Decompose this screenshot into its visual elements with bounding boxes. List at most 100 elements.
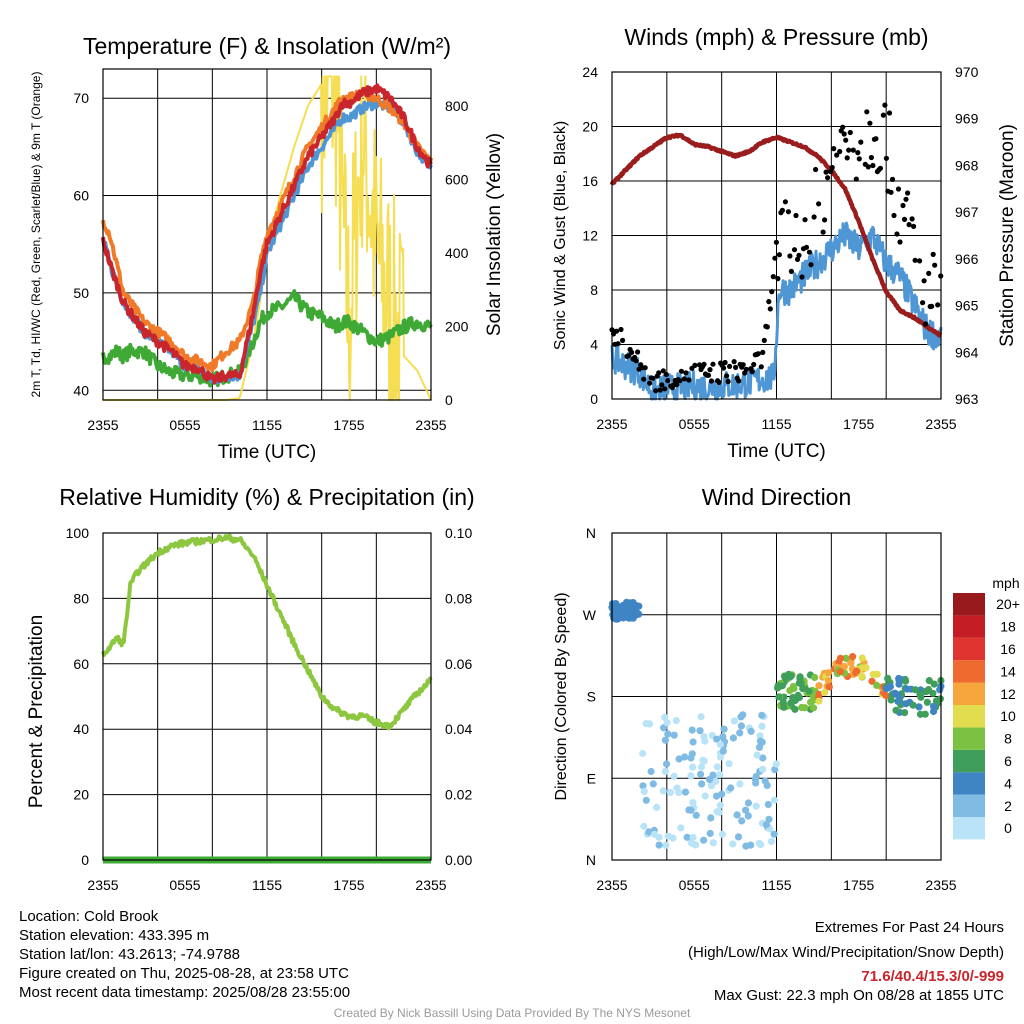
wind-direction-point [639, 782, 647, 790]
panel2-y2tick: 970 [955, 64, 979, 80]
gust-point [764, 324, 770, 330]
panel1-xtick: 0555 [169, 417, 200, 433]
wind-direction-point [858, 672, 866, 681]
gust-point [782, 199, 789, 205]
gust-point [755, 351, 761, 357]
panel1-ytick: 70 [73, 90, 89, 106]
wind-direction-point [849, 653, 857, 661]
wind-direction-point [639, 749, 647, 758]
gust-point [758, 364, 764, 370]
panel2-xtick: 0555 [679, 416, 710, 432]
station-info: Location: Cold Brook Station elevation: … [19, 907, 350, 1002]
wind-direction-point [645, 828, 653, 836]
wind-direction-point [688, 726, 696, 734]
colorbar-label: 18 [1000, 619, 1016, 635]
max-gust: Max Gust: 22.3 mph On 08/28 at 1855 UTC [713, 987, 1004, 1004]
gust-point [751, 361, 757, 368]
wind-direction-point [725, 760, 733, 768]
panel3-ytick: 0 [81, 852, 89, 868]
wind-direction-point [929, 702, 938, 710]
panel2-xtick: 2355 [925, 416, 956, 432]
wind-direction-point [716, 771, 724, 779]
wind-direction-point [706, 829, 714, 838]
wind-direction-point [688, 750, 696, 758]
panel4-title: Wind Direction [702, 484, 852, 510]
latest-timestamp: Most recent data timestamp: 2025/08/28 2… [19, 984, 351, 1001]
wind-direction-point [700, 757, 708, 765]
panel4-ylabel: Direction (Colored By Speed) [553, 592, 570, 800]
panel4-xtick: 2355 [596, 877, 627, 893]
panel3-ytick: 20 [73, 787, 89, 803]
panel4-ytick: S [587, 689, 596, 705]
gust-point [681, 376, 688, 382]
gust-point [921, 278, 927, 284]
pressure-line [609, 132, 943, 338]
gust-point [796, 252, 802, 258]
wind-direction-point [647, 767, 655, 776]
wind-direction-point [683, 833, 691, 841]
colorbar-swatch [953, 660, 985, 683]
wind-direction-point [767, 837, 776, 846]
wind-direction-point [709, 839, 717, 847]
gust-point [776, 252, 783, 258]
gust-point [692, 362, 698, 368]
wind-direction-point [887, 696, 895, 704]
wind-direction-point [929, 707, 938, 716]
gust-point [897, 239, 903, 245]
gust-point [930, 251, 936, 257]
wind-direction-point [796, 674, 804, 682]
station-location: Location: Cold Brook [19, 908, 159, 925]
wind-direction-point [700, 733, 708, 741]
wind-direction-point [716, 753, 725, 761]
panel3-xtick: 1155 [252, 877, 282, 893]
wind-direction-point [713, 735, 721, 743]
panel2-ytick: 12 [582, 228, 598, 244]
gust-point [629, 349, 635, 355]
panel2-y2tick: 965 [955, 298, 979, 314]
wind-direction-point [716, 801, 724, 809]
wind-direction-point [689, 763, 697, 771]
gust-point [710, 361, 716, 367]
wind-direction-point [786, 686, 794, 695]
gust-point [889, 176, 896, 182]
gust-point [657, 387, 663, 393]
wind-direction-point [755, 839, 763, 847]
panel2-frame [611, 71, 942, 400]
gust-point [779, 207, 786, 213]
wind-direction-point [847, 659, 855, 667]
panel4-ytick: N [586, 852, 596, 868]
gust-point [683, 370, 689, 376]
gust-point [901, 216, 908, 222]
wind-direction-point [729, 734, 738, 742]
wind-direction-point [727, 784, 735, 792]
panel3-ytick: 40 [73, 721, 89, 737]
wind-direction-point [752, 772, 760, 781]
panel4-ytick: N [586, 525, 596, 541]
gust-point [802, 217, 808, 223]
gust-point [705, 372, 712, 378]
gust-point [926, 270, 932, 276]
wind-direction-point [744, 812, 752, 820]
wind-direction-point [836, 668, 845, 676]
gust-point [831, 146, 837, 152]
gust-point [883, 155, 890, 161]
colorbar-swatch [953, 705, 985, 728]
gust-point [811, 214, 817, 220]
gust-point [837, 148, 843, 155]
gust-point [787, 253, 793, 259]
wind-direction-point [692, 811, 700, 819]
gust-point [686, 377, 692, 383]
panel4-frame [611, 532, 942, 861]
wind-direction-point [815, 690, 823, 698]
wind-direction-point [661, 767, 670, 776]
gust-point [846, 147, 852, 153]
gust-point [886, 110, 893, 116]
panel2-ytick: 8 [590, 282, 598, 298]
wind-direction-point [669, 834, 677, 842]
gust-point [727, 363, 733, 369]
wind-direction-point [756, 737, 765, 745]
gust-point [731, 359, 737, 365]
gust-point [677, 378, 683, 384]
wind-direction-point [836, 654, 845, 662]
